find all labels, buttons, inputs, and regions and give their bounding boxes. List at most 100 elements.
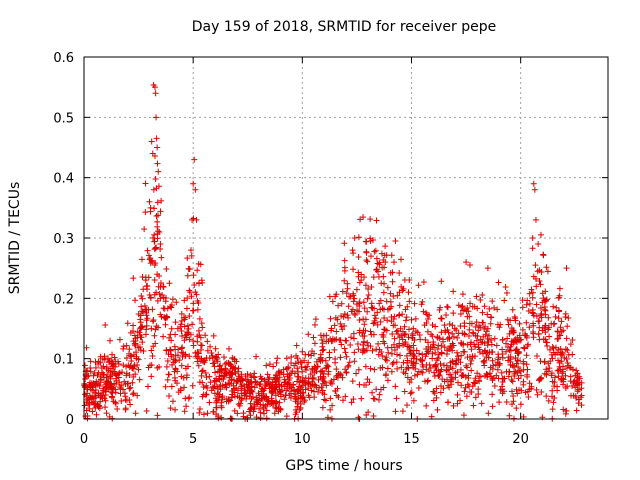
data-point <box>455 379 461 386</box>
data-point <box>291 387 298 394</box>
data-point <box>519 304 526 311</box>
data-point <box>360 327 367 334</box>
data-point <box>172 352 179 359</box>
data-point <box>217 362 224 369</box>
data-point <box>413 347 420 354</box>
data-point <box>498 369 505 376</box>
data-point <box>433 385 440 392</box>
data-point <box>388 252 395 259</box>
data-point <box>520 378 527 385</box>
data-point <box>343 290 350 297</box>
data-point <box>530 180 537 187</box>
data-point <box>381 340 388 347</box>
data-point <box>140 286 147 293</box>
y-tick-label: 0.5 <box>53 111 74 126</box>
data-point <box>537 304 544 311</box>
data-point <box>123 363 130 370</box>
data-point <box>184 363 191 370</box>
data-point <box>227 361 234 368</box>
data-point <box>361 321 368 328</box>
data-point <box>149 306 156 313</box>
data-point <box>530 322 537 329</box>
data-point <box>203 374 210 381</box>
data-point <box>127 329 134 336</box>
data-point <box>486 370 493 377</box>
data-point <box>402 339 409 346</box>
data-point <box>529 289 536 296</box>
data-point <box>416 350 423 357</box>
data-point <box>322 357 329 364</box>
y-tick-label: 0 <box>66 413 74 428</box>
data-point <box>446 335 453 342</box>
data-point <box>537 281 544 288</box>
data-point <box>130 391 137 398</box>
data-point <box>484 265 491 272</box>
data-point <box>560 327 567 334</box>
data-point <box>433 394 440 401</box>
data-point <box>364 308 371 315</box>
data-point <box>248 388 255 395</box>
data-point <box>526 300 533 307</box>
data-point <box>550 303 557 310</box>
data-point <box>470 402 477 409</box>
data-point <box>338 313 345 320</box>
data-point <box>544 343 551 350</box>
data-point <box>423 311 430 318</box>
data-point <box>488 373 495 380</box>
data-point <box>351 295 358 302</box>
data-point <box>104 378 111 385</box>
data-point <box>401 331 408 338</box>
data-point <box>438 315 445 322</box>
data-point <box>189 382 196 389</box>
data-point <box>480 358 487 365</box>
data-point <box>137 319 144 326</box>
data-point <box>419 351 426 358</box>
data-point <box>183 374 190 381</box>
data-point <box>523 361 530 368</box>
data-point <box>130 338 137 345</box>
data-point <box>469 329 476 336</box>
data-point <box>360 299 367 306</box>
data-point <box>91 381 98 388</box>
data-point <box>375 396 382 403</box>
data-point <box>399 408 406 415</box>
data-point <box>363 257 370 264</box>
data-point <box>153 323 160 330</box>
data-point <box>342 349 349 356</box>
data-point <box>538 269 545 276</box>
data-point <box>450 342 457 349</box>
data-point <box>457 397 464 404</box>
data-point <box>358 271 365 278</box>
data-point <box>111 354 118 361</box>
data-point <box>371 305 378 312</box>
data-point <box>442 329 449 336</box>
data-point <box>393 359 400 366</box>
data-point <box>341 257 348 264</box>
data-point <box>438 349 445 356</box>
data-point <box>150 234 157 241</box>
data-point <box>434 334 441 341</box>
data-point <box>167 346 174 353</box>
data-point <box>311 340 318 347</box>
data-point <box>98 369 105 376</box>
data-point <box>218 396 225 403</box>
data-point <box>380 332 387 339</box>
data-point <box>130 275 137 282</box>
data-point <box>437 360 444 367</box>
data-point <box>200 411 207 418</box>
data-point <box>174 380 181 387</box>
data-point <box>482 347 489 354</box>
data-point <box>142 180 149 187</box>
data-point <box>405 343 412 350</box>
data-point <box>145 252 152 259</box>
data-point <box>381 280 388 287</box>
data-point <box>168 325 175 332</box>
data-point <box>288 353 295 360</box>
data-point <box>534 391 541 398</box>
data-point <box>88 394 95 401</box>
data-point <box>567 378 574 385</box>
data-point <box>554 367 561 374</box>
data-point <box>156 228 163 235</box>
data-point <box>541 359 548 366</box>
data-point <box>151 84 158 91</box>
